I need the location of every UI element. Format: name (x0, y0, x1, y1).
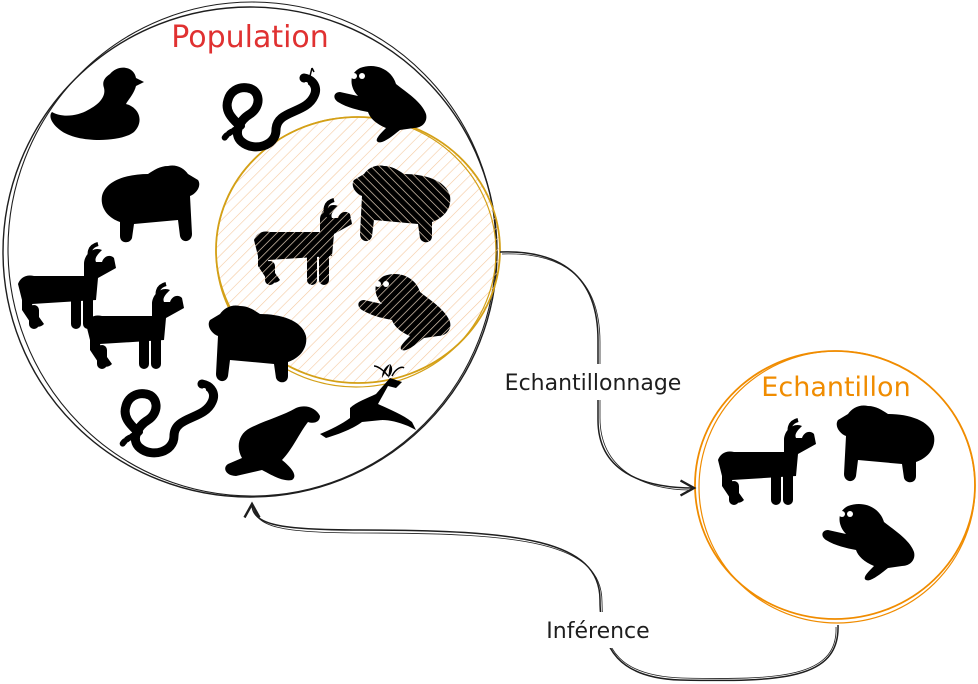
deer-icon (718, 418, 816, 505)
population-title: Population (171, 20, 329, 55)
sloth-icon (822, 503, 915, 581)
bear-icon (352, 165, 451, 243)
sloth-icon (358, 273, 451, 351)
leaping-deer-icon (320, 364, 416, 438)
deer-icon (18, 242, 116, 329)
sloth-icon (334, 65, 427, 143)
echantillon-title: Echantillon (761, 372, 910, 403)
bear-icon (101, 165, 200, 243)
snake-icon (119, 379, 219, 458)
bear-icon (208, 305, 307, 383)
deer-icon (86, 282, 184, 369)
snake-icon (221, 67, 321, 152)
inference-label: Inférence (546, 619, 649, 644)
sampling-label: Echantillonnage (505, 371, 682, 396)
seal-icon (225, 406, 320, 481)
sampling-arrow (499, 251, 697, 497)
inference-arrow (243, 501, 839, 682)
duck-icon (50, 67, 144, 140)
deer-icon (254, 198, 352, 285)
bear-icon (836, 405, 935, 483)
